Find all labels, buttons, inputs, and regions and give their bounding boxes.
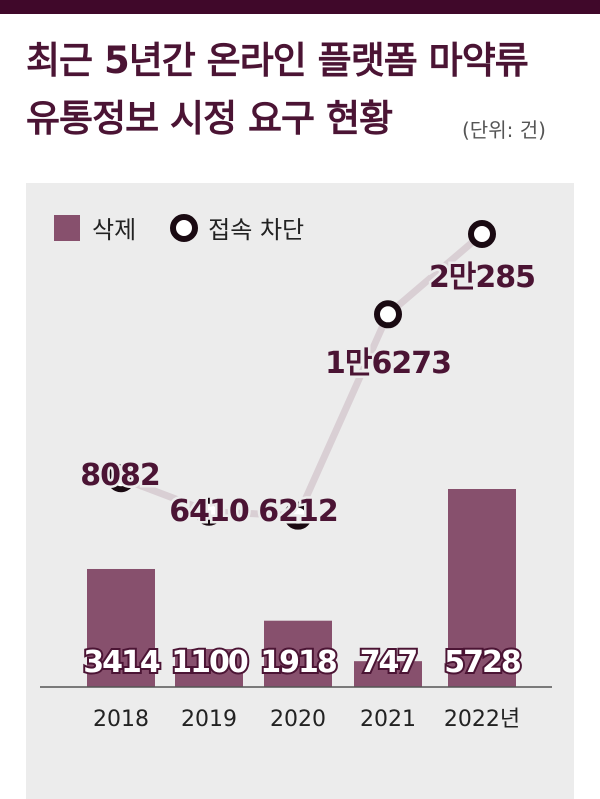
bar-0 [87,568,155,687]
top-accent-bar [0,0,600,14]
bar-4 [448,489,516,687]
bar-2 [264,620,332,687]
line-value-label-0: 8082 [80,458,160,493]
bar-3 [354,661,422,687]
x-tick-label-2: 2020 [270,707,326,732]
line-marker-4 [468,220,496,248]
line-marker-3 [374,300,402,329]
title-line-2: 유통정보 시정 요구 현황 [26,97,393,140]
unit-label: (단위: 건) [462,118,546,142]
line-marker-2 [284,501,312,530]
bar-value-label-1: 1100 [171,645,248,680]
line-value-label-1: 6410 [169,494,249,529]
x-tick-label-3: 2021 [360,707,416,732]
x-tick-label-0: 2018 [93,707,149,732]
line-value-label-2: 6212 [258,494,338,529]
legend-bar-swatch [54,214,80,241]
bar-1 [175,648,243,687]
bar-value-label-3: 747 [360,645,417,680]
bar-value-label-2: 1918 [260,645,337,680]
legend: 삭제 접속 차단 [54,210,304,245]
chart-title: 최근 5년간 온라인 플랫폼 마약류 유통정보 시정 요구 현황 [26,32,586,148]
bar-value-label-0: 3414 [83,645,160,680]
x-tick-label-4: 2022년 [444,707,520,732]
legend-line-marker [170,213,199,242]
legend-block-label: 접속 차단 [208,216,305,244]
x-tick-label-1: 2019 [181,707,237,732]
line-marker-1 [195,497,223,526]
legend-delete-label: 삭제 [92,216,137,244]
line-value-label-4: 2만285 [429,260,535,295]
line-value-label-3: 1만6273 [325,346,451,381]
title-line-1: 최근 5년간 온라인 플랫폼 마약류 [26,39,529,82]
bar-value-label-4: 5728 [444,645,521,680]
line-marker-0 [107,464,135,493]
